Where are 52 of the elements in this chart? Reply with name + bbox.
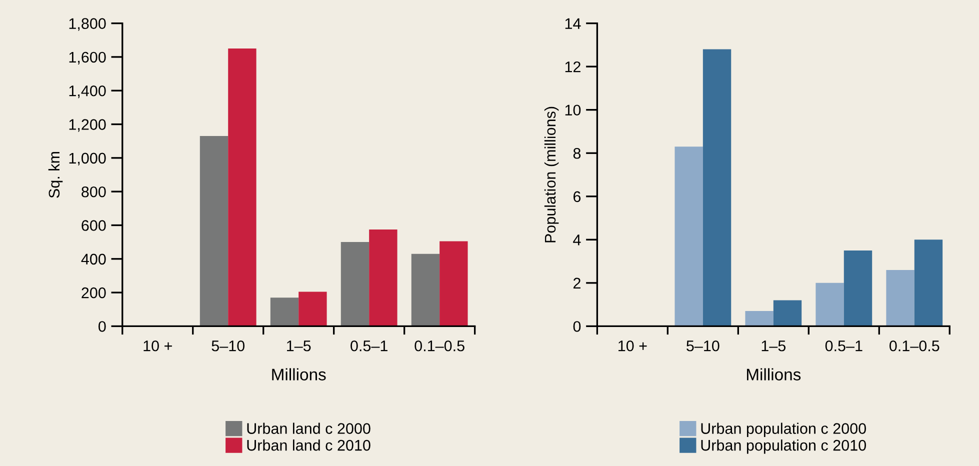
x-tick-label: 1–5: [287, 340, 311, 352]
bar: [411, 254, 440, 326]
y-tick-label: 2: [573, 278, 580, 288]
y-tick-label: 14: [565, 18, 581, 29]
y-tick-label: 1,000: [69, 152, 106, 166]
y-tick-label: 1,800: [69, 18, 106, 31]
y-tick-label: 6: [574, 191, 581, 202]
x-tick-label: 1–5: [762, 340, 786, 352]
x-tick-label: 0.1–0.5: [890, 340, 940, 352]
bar: [369, 229, 398, 326]
x-tick-label: 5–10: [212, 340, 245, 352]
x-tick-label: 10 +: [618, 340, 647, 352]
bar: [745, 311, 774, 326]
y-tick-label: 0: [98, 321, 106, 332]
y-tick-label: 800: [82, 186, 106, 198]
y-axis-title: Sq. km: [48, 152, 63, 198]
bar: [773, 300, 802, 326]
y-tick-label: 200: [82, 287, 106, 298]
x-tick-label: 0.5–1: [350, 340, 388, 352]
bar: [702, 49, 732, 326]
x-tick-label: 5–10: [686, 340, 720, 352]
bar: [816, 282, 844, 326]
legend-label: Urban land c 2010: [247, 440, 370, 451]
y-tick-label: 4: [573, 234, 581, 246]
x-tick-label: 10 +: [144, 340, 172, 352]
x-axis-title: Millions: [272, 368, 326, 380]
bar: [340, 242, 370, 326]
bar: [200, 136, 228, 326]
bar: [298, 292, 327, 326]
bar: [440, 241, 468, 326]
y-tick-label: 400: [81, 254, 106, 265]
y-tick-label: 1,400: [69, 85, 106, 98]
bar: [914, 240, 943, 326]
y-tick-label: 600: [82, 220, 106, 231]
bar: [228, 48, 256, 326]
x-axis-title: Millions: [746, 368, 801, 380]
y-axis-title: Population (millions): [544, 106, 559, 242]
y-tick-label: 1,200: [69, 119, 106, 132]
bar: [674, 146, 703, 326]
legend-label: Urban population c 2000: [701, 422, 866, 437]
y-tick-label: 12: [565, 61, 580, 72]
bar: [886, 270, 914, 326]
bar: [270, 298, 299, 326]
y-tick-label: 1,600: [69, 52, 106, 64]
legend-label: Urban land c 2000: [247, 422, 370, 434]
bar: [844, 250, 872, 326]
x-tick-label: 0.1–0.5: [414, 340, 464, 352]
y-tick-label: 10: [565, 104, 581, 116]
legend-label: Urban population c 2010: [701, 440, 866, 454]
y-tick-label: 8: [573, 148, 581, 159]
y-tick-label: 0: [573, 321, 581, 332]
x-tick-label: 0.5–1: [825, 340, 862, 352]
